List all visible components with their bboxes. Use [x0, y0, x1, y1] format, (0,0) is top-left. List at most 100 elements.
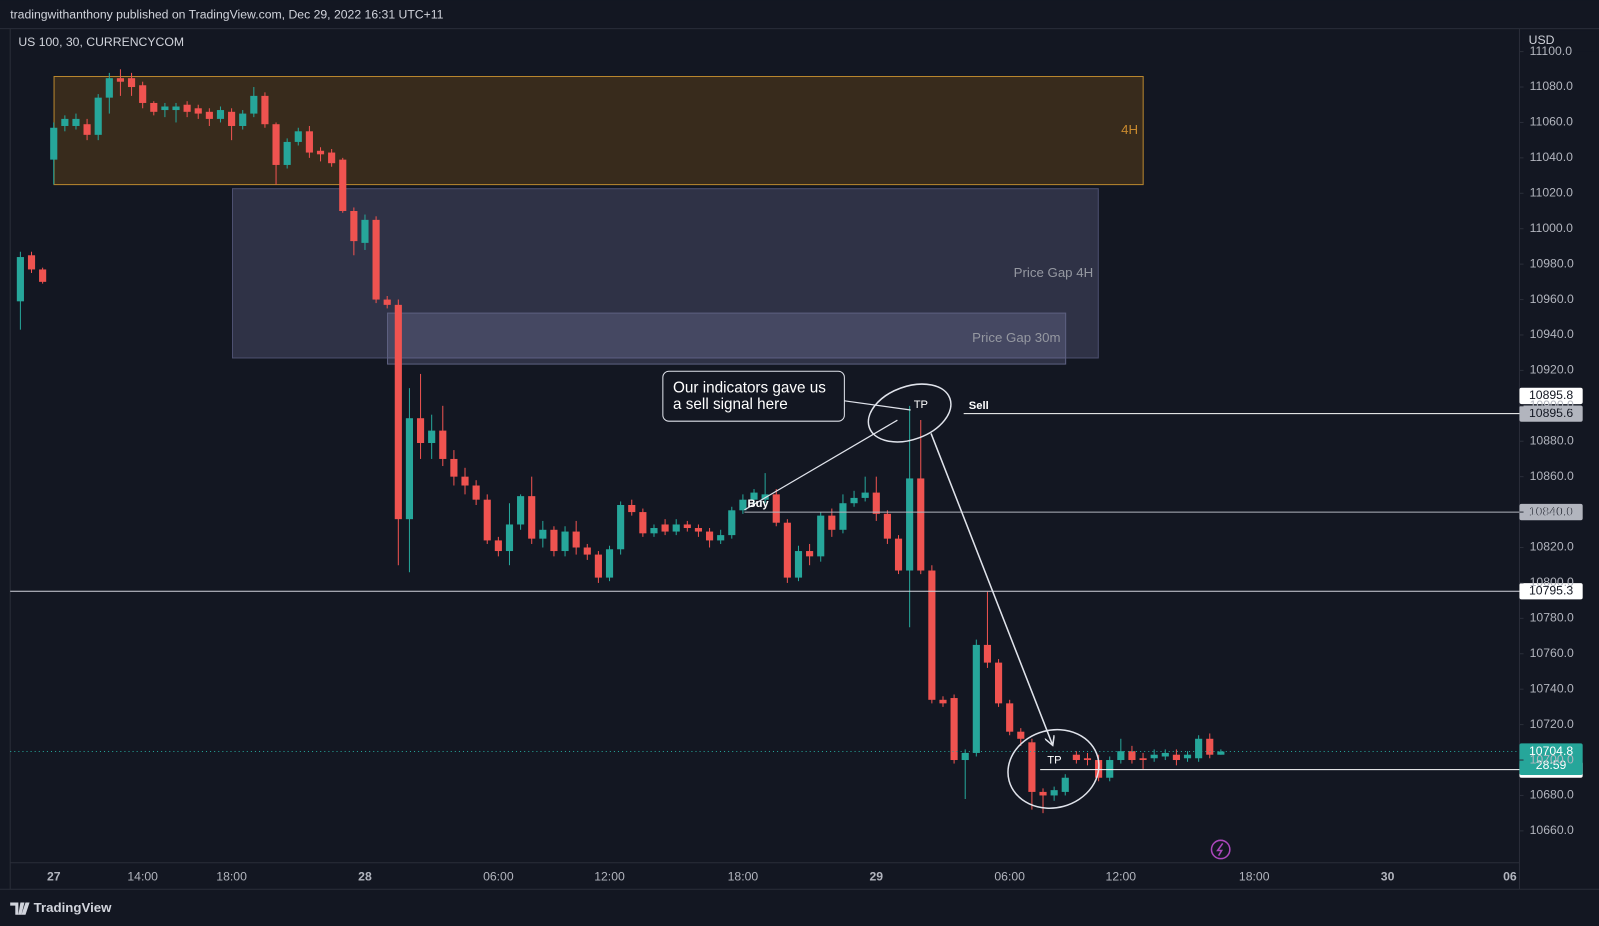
candle-body	[872, 492, 880, 514]
candle-body	[194, 108, 202, 114]
current-price-label: 10704.8	[1529, 744, 1573, 758]
candle-body	[328, 152, 336, 164]
candle-body	[205, 111, 213, 119]
tp-label: TP	[914, 399, 928, 411]
footer-logo	[10, 902, 30, 915]
candle-body	[783, 522, 791, 578]
candle-body	[928, 570, 936, 700]
price-lines: 10895.810895.610840.010795.310694.610704…	[10, 387, 1583, 778]
footer-brand: TradingView	[34, 900, 112, 915]
candle-body	[717, 535, 725, 541]
candle-body	[628, 504, 636, 513]
candle-body	[661, 524, 669, 532]
y-tick-label: 10980.0	[1530, 256, 1574, 270]
candle-body	[472, 485, 480, 500]
y-tick-label: 10720.0	[1530, 717, 1574, 731]
y-tick-label: 10700.0	[1530, 752, 1574, 766]
y-tick-label: 10740.0	[1530, 681, 1574, 695]
y-tick-label: 10940.0	[1530, 327, 1574, 341]
callout-box	[662, 370, 845, 422]
candle-body	[761, 494, 769, 500]
candle-body	[383, 299, 391, 305]
x-tick-label: 18:00	[1239, 869, 1270, 883]
candle-body	[394, 304, 402, 520]
candle-body	[450, 458, 458, 477]
y-tick-label: 11040.0	[1530, 150, 1573, 164]
candle-body	[416, 418, 425, 444]
candle-body	[50, 127, 58, 160]
sell-label: Sell	[969, 400, 989, 412]
zone-label: 4H	[1121, 122, 1138, 137]
candle-body	[1017, 731, 1025, 739]
countdown-label: 28:59	[1536, 758, 1567, 772]
candle-body	[539, 529, 547, 539]
price-label: 10895.6	[1529, 406, 1573, 420]
candle-body	[1139, 758, 1147, 761]
buy-label: Buy	[747, 498, 769, 510]
y-tick-label: 10660.0	[1530, 823, 1574, 837]
y-tick-label: 10760.0	[1530, 646, 1574, 660]
y-tick-label: 10840.0	[1530, 504, 1574, 518]
candle-body	[883, 513, 891, 539]
candle-body	[572, 531, 580, 548]
candle-body	[350, 210, 358, 242]
candle-body	[917, 478, 925, 571]
candle-body	[794, 551, 803, 578]
candle-body	[439, 430, 447, 459]
price-label-bg	[1519, 503, 1583, 521]
candle-body	[1183, 754, 1192, 759]
y-tick-label: 10960.0	[1530, 292, 1574, 306]
candle-body	[961, 752, 969, 761]
candle-body	[283, 141, 291, 165]
header-text: tradingwithanthony published on TradingV…	[10, 8, 443, 22]
x-tick-label: 14:00	[127, 869, 158, 883]
candle-body	[817, 515, 825, 557]
candle-body	[116, 78, 125, 82]
y-tick-label: 11000.0	[1530, 221, 1573, 235]
candle-body	[617, 504, 625, 550]
candle-body	[216, 110, 225, 119]
candle-body	[1206, 738, 1214, 755]
alert-icon[interactable]	[1210, 839, 1231, 860]
candle-body	[339, 159, 347, 211]
y-tick-label: 11020.0	[1530, 186, 1573, 200]
candle-body	[583, 547, 591, 555]
candle-body	[550, 529, 558, 552]
candle-body	[1083, 758, 1092, 761]
candle-body	[639, 512, 647, 534]
candle-body	[1150, 754, 1158, 759]
candle-body	[94, 97, 102, 135]
y-tick-label: 10820.0	[1530, 540, 1574, 554]
candle-body	[39, 269, 47, 282]
candle-body	[806, 551, 814, 557]
candle-body	[1161, 752, 1169, 757]
candle-body	[72, 118, 80, 126]
candle-body	[528, 496, 536, 539]
candle-body	[739, 499, 747, 511]
candle-body	[372, 219, 380, 300]
x-tick-label: 30	[1381, 869, 1395, 883]
candle-body	[461, 476, 469, 486]
candle-body	[1006, 703, 1014, 732]
currency-label: USD	[1529, 33, 1555, 47]
candle-body	[1028, 742, 1036, 792]
candle-body	[83, 124, 91, 135]
tp-label: TP	[1047, 755, 1061, 767]
y-tick-label: 10780.0	[1530, 611, 1574, 625]
y-tick-label: 10860.0	[1530, 469, 1574, 483]
y-tick-label: 10900.0	[1530, 398, 1574, 412]
candle-body	[939, 699, 947, 704]
candle-body	[705, 531, 714, 541]
alert-icon-bolt	[1216, 842, 1224, 857]
candle-body	[250, 95, 258, 114]
x-tick-label: 18:00	[728, 869, 759, 883]
candle-body	[361, 219, 369, 243]
x-tick-label: 29	[869, 869, 883, 883]
x-tick-label: 06:00	[994, 869, 1025, 883]
candle-body	[839, 503, 847, 530]
candle-body	[1106, 760, 1114, 778]
highlight-ellipse	[1007, 728, 1100, 809]
